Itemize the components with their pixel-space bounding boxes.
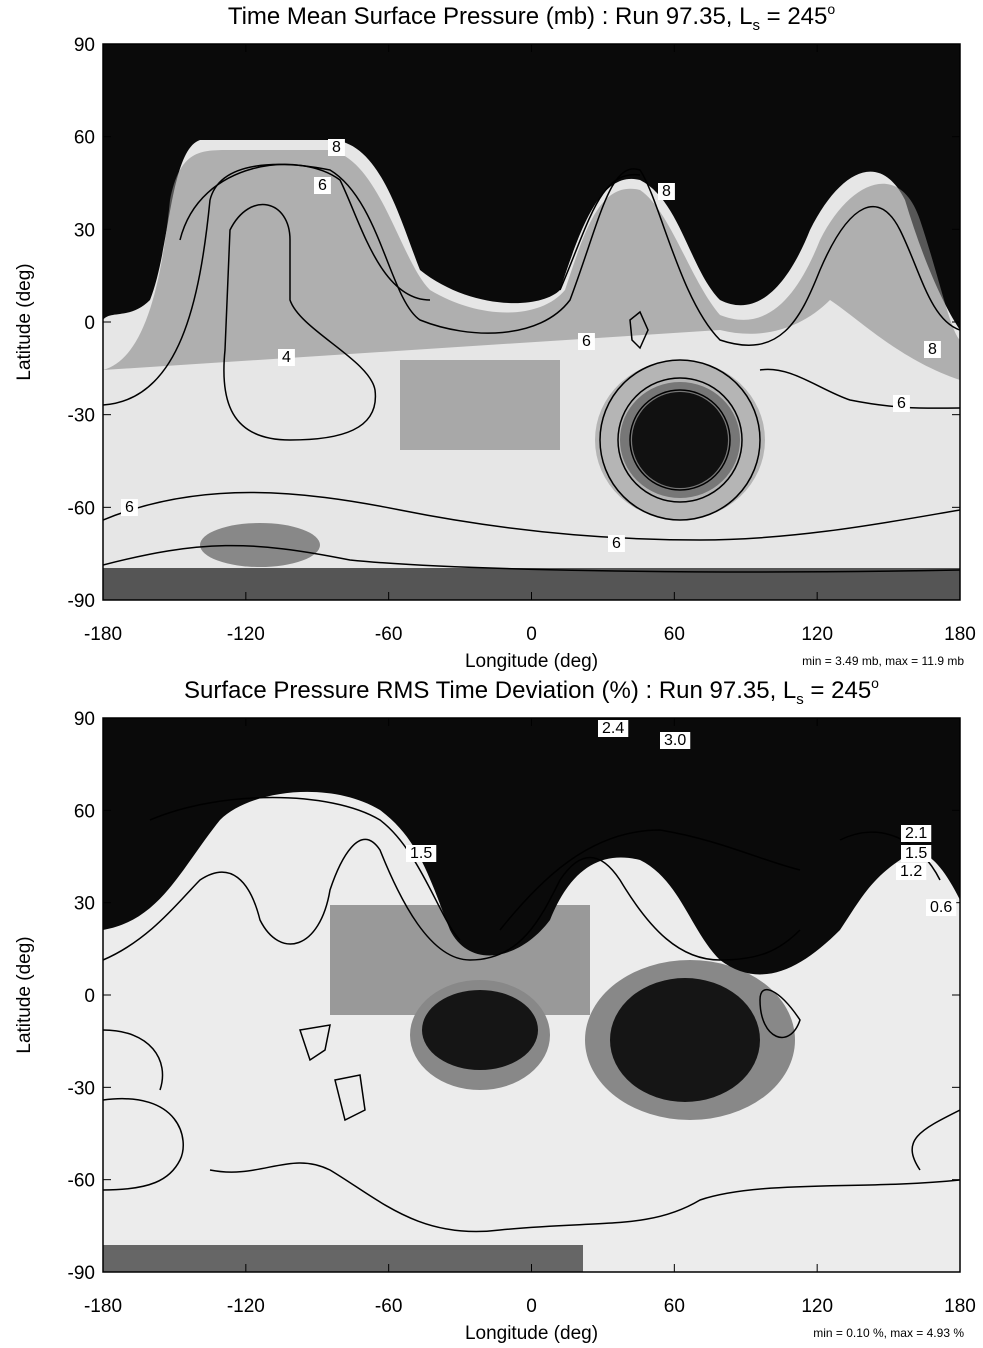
y-axis-label: Latitude (deg): [14, 263, 35, 380]
contour-label-bg: [896, 863, 927, 880]
contour-label: 2.4: [602, 720, 624, 737]
title-suffix: = 245: [760, 3, 827, 30]
min-max-note: min = 3.49 mb, max = 11.9 mb: [802, 654, 964, 668]
contour-label: 6: [125, 499, 134, 516]
y-tick-label: -60: [68, 498, 95, 519]
contour-label-bg: [901, 825, 932, 842]
y-tick-label: -90: [68, 591, 95, 612]
y-tick-label: 60: [74, 128, 95, 149]
contour-label: 8: [662, 183, 671, 200]
chart-title: Time Mean Surface Pressure (mb) : Run 97…: [228, 1, 836, 34]
y-tick-label: -90: [68, 1263, 95, 1284]
contour-label: 0.6: [930, 899, 952, 916]
contour-label-bg: [278, 349, 295, 366]
y-tick-label: 60: [74, 801, 95, 822]
contour-label-bg: [924, 341, 941, 358]
contour-label-bg: [406, 845, 437, 862]
contour-label: 6: [612, 535, 621, 552]
contour-label-bg: [893, 395, 910, 412]
min-max-note: min = 0.10 %, max = 4.93 %: [813, 1326, 964, 1340]
x-tick-label: -60: [375, 624, 402, 645]
x-tick-label: 120: [801, 1296, 833, 1317]
contour-label: 6: [318, 177, 327, 194]
y-tick-label: 0: [84, 313, 95, 334]
y-tick-label: 0: [84, 986, 95, 1007]
contour-label-bg: [901, 845, 932, 862]
contour-label-bg: [608, 535, 625, 552]
y-tick-label: 30: [74, 220, 95, 241]
x-tick-label: -180: [84, 624, 122, 645]
chart-title: Surface Pressure RMS Time Deviation (%) …: [184, 675, 879, 708]
title-main: Surface Pressure RMS Time Deviation (%) …: [184, 677, 796, 704]
x-tick-label: 0: [526, 1296, 537, 1317]
x-tick-label: 60: [664, 1296, 685, 1317]
x-tick-label: 60: [664, 624, 685, 645]
contour-label: 8: [332, 139, 341, 156]
contour-label-bg: [314, 177, 331, 194]
contour-label-bg: [926, 899, 957, 916]
x-tick-label: 120: [801, 624, 833, 645]
y-tick-label: -60: [68, 1171, 95, 1192]
title-superscript: o: [827, 1, 835, 17]
x-tick-label: -120: [227, 624, 265, 645]
y-tick-label: -30: [68, 406, 95, 427]
contour-label: 2.1: [905, 825, 927, 842]
title-suffix: = 245: [804, 677, 871, 704]
contour-label-bg: [660, 732, 691, 749]
contour-label: 1.5: [905, 845, 927, 862]
field-top: [103, 44, 960, 600]
title-main: Time Mean Surface Pressure (mb) : Run 97…: [228, 3, 753, 30]
y-axis-label: Latitude (deg): [14, 936, 35, 1053]
contour-label-bg: [598, 720, 629, 737]
x-tick-label: -120: [227, 1296, 265, 1317]
x-tick-label: -60: [375, 1296, 402, 1317]
contour-label: 6: [897, 395, 906, 412]
contour-label-bg: [328, 139, 345, 156]
y-tick-label: -30: [68, 1078, 95, 1099]
title-subscript: s: [796, 691, 804, 708]
contour-label: 8: [928, 341, 937, 358]
title-subscript: s: [752, 17, 760, 34]
x-axis-label: Longitude (deg): [465, 651, 598, 672]
x-tick-label: 0: [526, 624, 537, 645]
y-tick-label: 90: [74, 709, 95, 730]
contour-label: 1.5: [410, 845, 432, 862]
x-tick-label: 180: [944, 624, 976, 645]
field-bottom: [103, 718, 960, 1272]
contour-label: 6: [582, 333, 591, 350]
contour-label: 3.0: [664, 732, 686, 749]
contour-label-bg: [658, 183, 675, 200]
x-tick-label: 180: [944, 1296, 976, 1317]
y-tick-label: 30: [74, 894, 95, 915]
y-tick-label: 90: [74, 35, 95, 56]
contour-label-bg: [121, 499, 138, 516]
contour-label: 1.2: [900, 863, 922, 880]
x-axis-label: Longitude (deg): [465, 1323, 598, 1344]
title-superscript: o: [871, 675, 879, 691]
contour-label: 4: [282, 349, 291, 366]
contour-label-bg: [578, 333, 595, 350]
x-tick-label: -180: [84, 1296, 122, 1317]
